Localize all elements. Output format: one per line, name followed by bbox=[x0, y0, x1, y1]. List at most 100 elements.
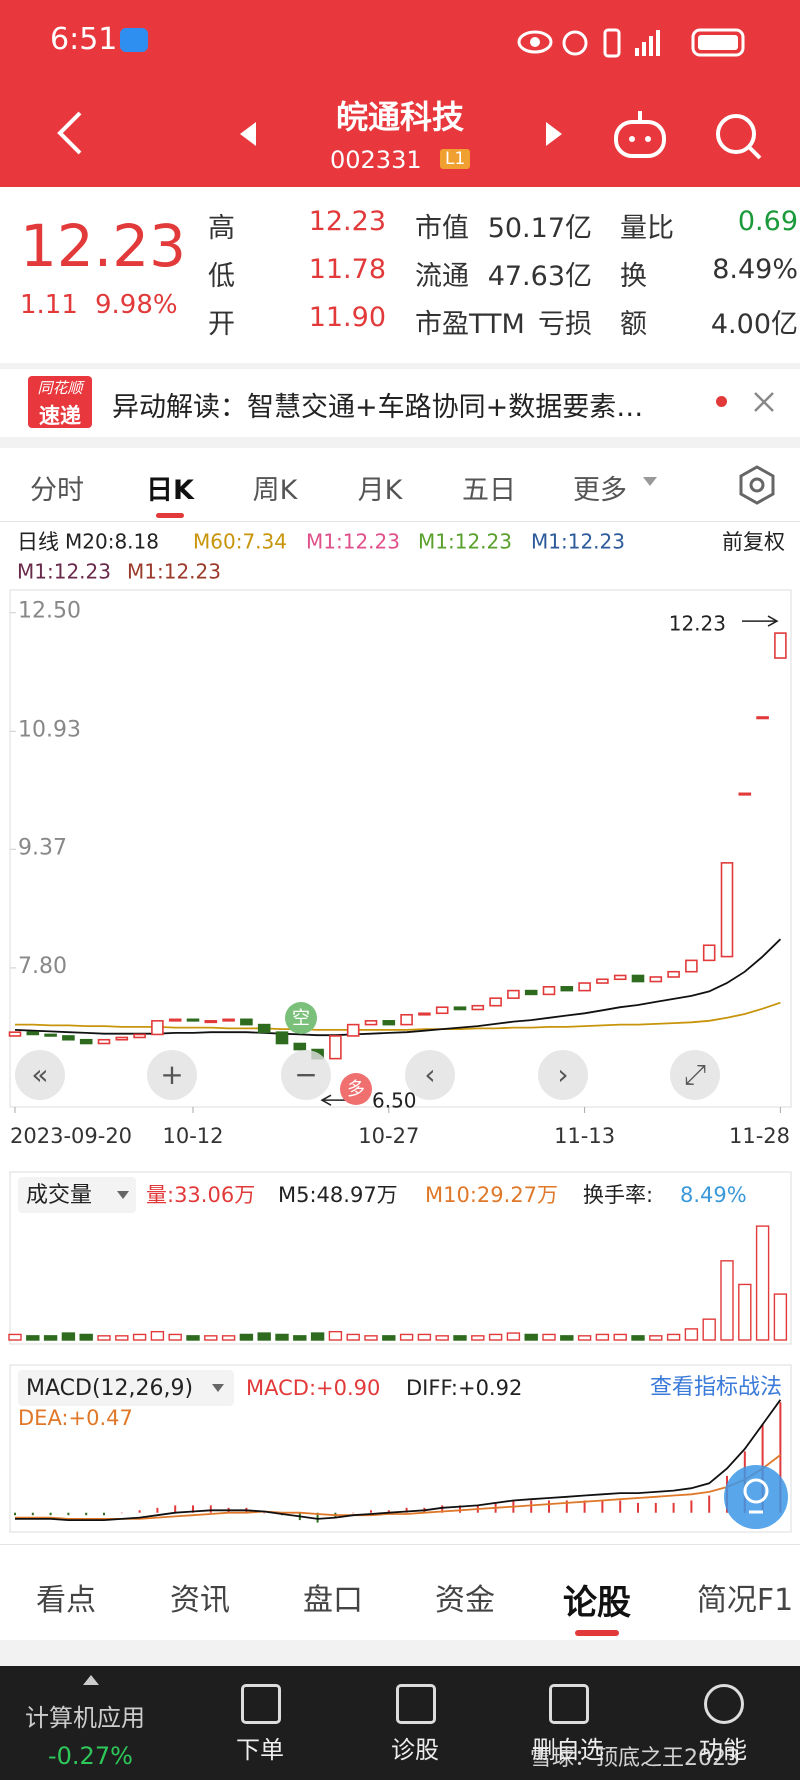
ma-legend: M60:7.34 bbox=[193, 530, 287, 554]
zoom-button[interactable] bbox=[15, 1050, 65, 1100]
back-button[interactable] bbox=[50, 108, 90, 158]
candle bbox=[435, 1006, 449, 1015]
zoom-button[interactable] bbox=[670, 1050, 720, 1100]
volume-bar bbox=[666, 1333, 681, 1341]
quote-value: 47.63亿 bbox=[487, 261, 592, 292]
quote-value: 11.90 bbox=[308, 302, 386, 333]
period-label: 日线 bbox=[17, 530, 59, 554]
candle bbox=[364, 1020, 378, 1026]
volume-bar bbox=[186, 1335, 200, 1341]
zoom-button[interactable] bbox=[405, 1050, 455, 1100]
macd-selector[interactable] bbox=[18, 1370, 234, 1406]
search-icon[interactable] bbox=[712, 110, 764, 162]
dropdown-caret bbox=[643, 477, 657, 486]
info-tab[interactable]: 资讯 bbox=[170, 1583, 230, 1618]
candle bbox=[649, 976, 663, 983]
volume-selector[interactable] bbox=[18, 1177, 136, 1213]
sector-name[interactable]: 计算机应用 bbox=[25, 1704, 145, 1732]
settings-icon[interactable] bbox=[736, 464, 778, 506]
volume-bar bbox=[453, 1335, 467, 1341]
quote-value: 4.00亿 bbox=[710, 309, 798, 340]
volume-bar bbox=[720, 1260, 734, 1341]
volume-bar bbox=[310, 1332, 325, 1341]
volume-legend: 换手率: bbox=[583, 1183, 653, 1207]
macd-bar bbox=[779, 1402, 782, 1513]
candle bbox=[489, 997, 502, 1007]
quote-label: 流通 bbox=[415, 261, 469, 292]
candle bbox=[26, 1031, 40, 1036]
nav-icon[interactable] bbox=[396, 1684, 436, 1724]
candle bbox=[613, 974, 627, 981]
quote-label: 高 bbox=[208, 213, 235, 244]
info-tab[interactable]: 论股 bbox=[563, 1583, 631, 1623]
expand-arrow[interactable] bbox=[82, 1674, 100, 1686]
macd-bar bbox=[672, 1502, 675, 1513]
zoom-icon: ⤢ bbox=[684, 1058, 706, 1091]
period-tab[interactable]: 分时 bbox=[30, 475, 84, 506]
robot-icon[interactable] bbox=[610, 108, 670, 160]
news-text[interactable]: 异动解读：智慧交通+车路协同+数据要素… bbox=[112, 392, 644, 423]
volume-bar bbox=[577, 1335, 592, 1341]
quote-value: 50.17亿 bbox=[487, 213, 592, 244]
prev-stock[interactable] bbox=[236, 120, 260, 148]
volume-legend: 8.49% bbox=[680, 1183, 747, 1207]
ma-legend: M1:12.23 bbox=[531, 530, 625, 554]
info-tab[interactable]: 看点 bbox=[36, 1583, 96, 1618]
zoom-button[interactable] bbox=[538, 1050, 588, 1100]
nav-icon[interactable] bbox=[704, 1684, 744, 1724]
price-change-pct: 9.98% bbox=[95, 290, 178, 320]
nav-label[interactable]: 下单 bbox=[236, 1736, 284, 1764]
signal-short: 空 bbox=[292, 1008, 310, 1029]
candle bbox=[756, 716, 769, 720]
macd-bar bbox=[654, 1502, 657, 1513]
macd-frame bbox=[9, 1364, 792, 1533]
period-tab[interactable]: 更多 bbox=[573, 475, 627, 506]
candle bbox=[204, 1020, 218, 1024]
volume-bar bbox=[328, 1330, 343, 1341]
period-tab[interactable]: 月K bbox=[357, 475, 403, 506]
zoom-icon: − bbox=[294, 1058, 317, 1091]
watermark: 雪球：顶底之王2023 bbox=[530, 1746, 740, 1771]
zoom-button[interactable] bbox=[147, 1050, 197, 1100]
arrow-head bbox=[767, 615, 779, 627]
info-tab[interactable]: 盘口 bbox=[303, 1583, 363, 1618]
stock-code: 002331 bbox=[330, 146, 422, 174]
volume-bar bbox=[524, 1333, 538, 1341]
volume-bar bbox=[773, 1293, 788, 1341]
quote-value: 亏损 bbox=[538, 309, 592, 340]
nav-icon[interactable] bbox=[549, 1684, 589, 1724]
period-tab[interactable]: 五日 bbox=[462, 475, 516, 506]
volume-bar bbox=[506, 1332, 521, 1341]
period-tab[interactable]: 日K bbox=[146, 475, 194, 506]
tips-button[interactable] bbox=[724, 1465, 788, 1529]
macd-bar bbox=[85, 1512, 88, 1516]
nav-label[interactable]: 诊股 bbox=[391, 1736, 439, 1764]
volume-bar bbox=[97, 1335, 111, 1341]
volume-bar bbox=[649, 1335, 663, 1341]
divider bbox=[0, 521, 800, 522]
zoom-button[interactable] bbox=[281, 1050, 331, 1100]
candle bbox=[453, 1006, 467, 1011]
quote-value: 11.78 bbox=[308, 254, 386, 285]
quote-value: 8.49% bbox=[712, 254, 798, 285]
info-tab[interactable]: 简况F1 bbox=[696, 1583, 794, 1618]
candle bbox=[774, 632, 787, 659]
kline-chart: 日线 M20:8.18 M60:7.34 M1:12.23 M1:12.23 M1:12.… bbox=[8, 530, 792, 1533]
nav-label[interactable]: 删自选 bbox=[532, 1736, 604, 1764]
volume-bar bbox=[613, 1333, 627, 1341]
candle bbox=[524, 989, 538, 996]
nav-label[interactable]: 功能 bbox=[699, 1736, 747, 1764]
nav-icon[interactable] bbox=[241, 1684, 281, 1724]
volume-bar bbox=[275, 1333, 289, 1341]
candle bbox=[275, 1031, 289, 1045]
x-tick-label: 11-28 bbox=[729, 1124, 790, 1148]
volume-bar bbox=[257, 1332, 271, 1341]
period-tab[interactable]: 周K bbox=[252, 475, 298, 506]
indicator-link[interactable]: 查看指标战法 bbox=[650, 1375, 782, 1400]
next-stock[interactable] bbox=[542, 120, 566, 148]
macd-bar bbox=[316, 1512, 319, 1523]
info-tab[interactable]: 资金 bbox=[435, 1583, 495, 1618]
close-news[interactable] bbox=[752, 390, 776, 414]
volume-bar bbox=[595, 1333, 610, 1341]
